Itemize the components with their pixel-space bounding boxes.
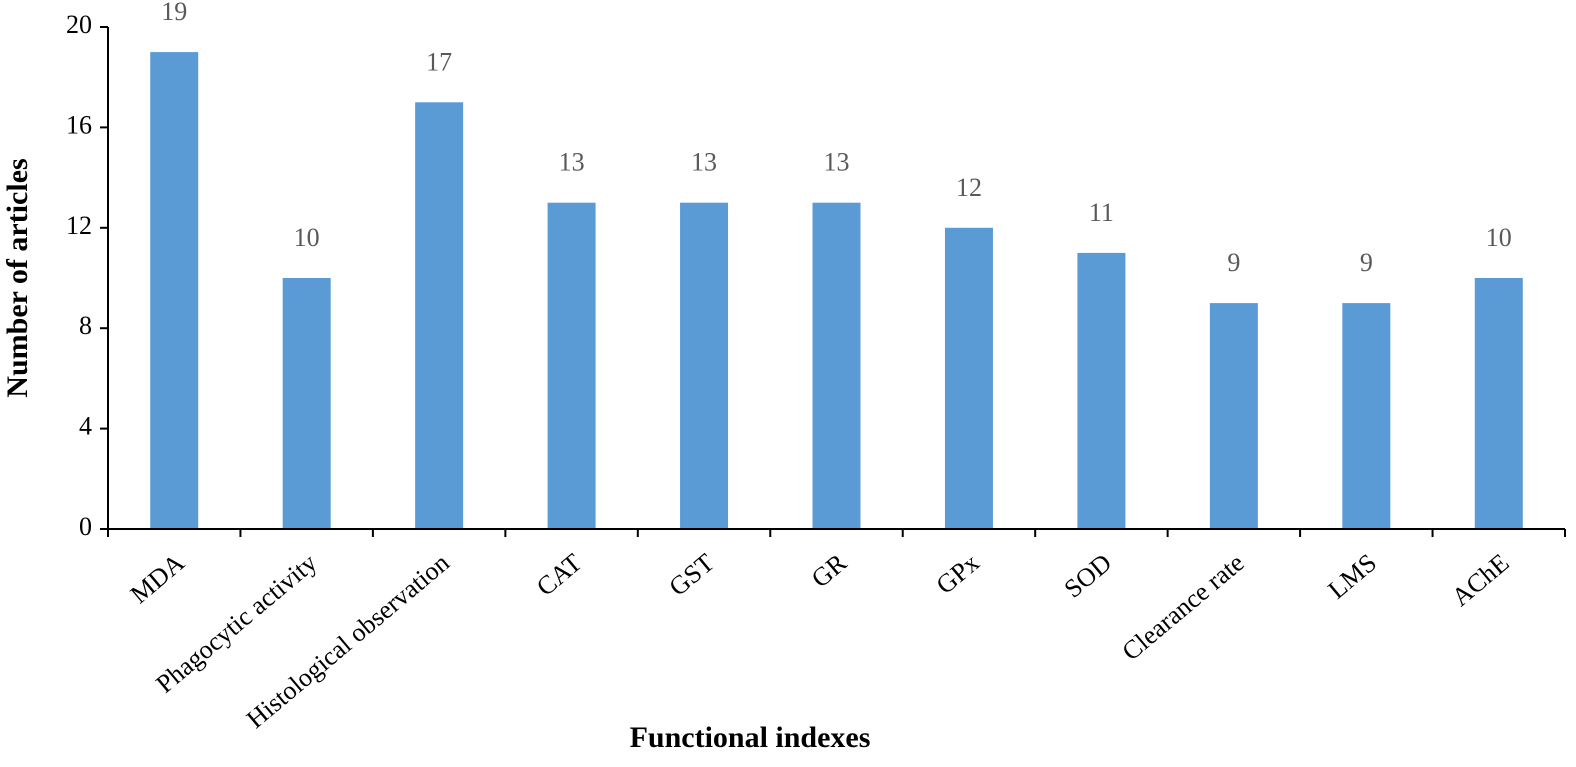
bar	[1209, 303, 1258, 529]
value-label: 11	[1089, 198, 1114, 227]
value-label: 9	[1227, 248, 1240, 277]
bar	[415, 102, 464, 530]
bar	[547, 202, 596, 529]
value-label: 10	[294, 223, 320, 252]
value-label: 13	[559, 148, 585, 177]
bar	[812, 202, 861, 529]
value-label: 12	[956, 173, 982, 202]
bar	[944, 227, 993, 530]
y-tick-label: 12	[66, 211, 92, 240]
x-axis-title: Functional indexes	[630, 721, 871, 754]
x-tick-label: AChE	[1446, 548, 1514, 612]
bar	[1077, 252, 1126, 529]
y-tick-label: 0	[79, 512, 92, 541]
x-tick-label: CAT	[531, 548, 587, 602]
y-axis-title: Number of articles	[1, 158, 34, 397]
x-tick-label: GPx	[931, 548, 985, 600]
x-tick-label: Clearance rate	[1116, 548, 1249, 666]
value-label: 10	[1486, 223, 1512, 252]
value-label: 13	[691, 148, 717, 177]
x-tick-label: LMS	[1322, 548, 1382, 605]
y-tick-label: 16	[66, 110, 92, 139]
x-tick-label: GR	[806, 548, 853, 594]
value-label: 9	[1360, 248, 1373, 277]
bar	[282, 278, 331, 529]
value-label: 17	[426, 47, 452, 76]
x-tick-label: GST	[663, 548, 719, 602]
y-tick-label: 20	[66, 10, 92, 39]
x-tick-label: MDA	[125, 548, 190, 609]
value-label: 13	[824, 148, 850, 177]
bar	[680, 202, 729, 529]
x-tick-label: SOD	[1059, 548, 1117, 604]
value-label: 19	[161, 0, 187, 26]
bar	[1474, 278, 1523, 529]
y-tick-label: 4	[79, 412, 92, 441]
bar	[1342, 303, 1391, 529]
bar	[150, 52, 199, 529]
y-tick-label: 8	[79, 311, 92, 340]
